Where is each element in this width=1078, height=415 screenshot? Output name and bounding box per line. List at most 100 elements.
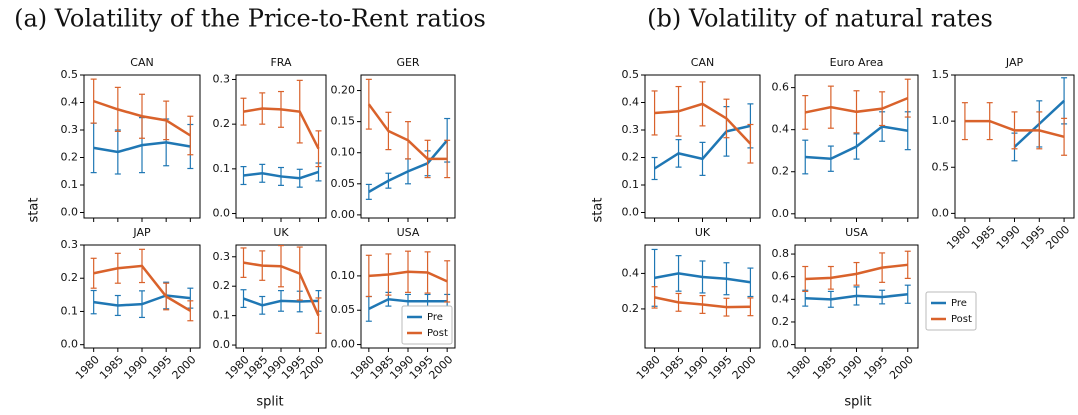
panel-title: JAP — [1005, 56, 1024, 69]
legend-box — [401, 305, 453, 345]
y-tick-label: 0.1 — [622, 178, 640, 191]
y-tick-label: 0.0 — [772, 207, 790, 220]
y-tick-label: 1.0 — [932, 114, 950, 127]
panel-title: GER — [396, 56, 419, 69]
x-tick-label: 1995 — [861, 353, 890, 382]
y-axis-label: stat — [27, 198, 42, 223]
x-axis-label: split — [256, 395, 283, 410]
series-line — [243, 107, 320, 150]
y-tick-label: 0.6 — [772, 81, 790, 94]
y-tick-label: 0.05 — [331, 303, 356, 316]
legend-label: Pre — [427, 312, 443, 323]
y-tick-label: 0.5 — [61, 68, 79, 81]
x-tick-label: 1995 — [706, 353, 735, 382]
x-tick-label: 1985 — [658, 353, 687, 382]
y-tick-label: 0.0 — [932, 206, 950, 219]
series-line — [367, 103, 448, 161]
panel-title: USA — [845, 226, 868, 239]
y-tick-label: 0.2 — [622, 151, 640, 164]
y-tick-label: 0.4 — [622, 266, 640, 279]
x-tick-label: 1980 — [785, 353, 814, 382]
y-tick-label: 0.4 — [772, 292, 790, 305]
panel-title: UK — [695, 226, 711, 239]
x-tick-label: 2000 — [887, 353, 916, 382]
x-tick-label: 1990 — [994, 223, 1023, 252]
y-tick-label: 0.0 — [622, 206, 640, 219]
y-tick-label: 1.5 — [932, 68, 950, 81]
legend-box — [925, 291, 977, 331]
series-line — [368, 270, 448, 283]
x-tick-label: 1990 — [121, 353, 150, 382]
y-tick-label: 0.3 — [213, 250, 231, 263]
series-line — [243, 261, 320, 317]
figure-title: (b) Volatility of natural rates — [647, 5, 993, 33]
x-tick-label: 1995 — [1019, 223, 1048, 252]
series-line — [368, 139, 449, 193]
figure-title: (a) Volatility of the Price-to-Rent rati… — [14, 5, 486, 33]
x-tick-label: 2000 — [1043, 223, 1072, 252]
x-tick-label: 1990 — [836, 353, 865, 382]
y-tick-label: 0.8 — [772, 247, 790, 260]
y-tick-label: 0.0 — [61, 206, 79, 219]
y-axis-label: stat — [591, 198, 606, 223]
panel-title: CAN — [130, 56, 153, 69]
panel-title: CAN — [691, 56, 714, 69]
x-tick-label: 1980 — [944, 223, 973, 252]
y-tick-label: 0.00 — [331, 338, 356, 351]
x-tick-label: 1985 — [97, 353, 126, 382]
error-bar — [802, 95, 809, 130]
y-tick-label: 0.3 — [213, 72, 231, 85]
series-line — [805, 263, 908, 281]
panel-title: Euro Area — [830, 56, 884, 69]
x-tick-label: 1980 — [73, 353, 102, 382]
panel-title: FRA — [270, 56, 292, 69]
y-tick-label: 0.2 — [772, 165, 790, 178]
y-tick-label: 0.3 — [61, 123, 79, 136]
y-tick-label: 0.2 — [61, 271, 79, 284]
y-tick-label: 0.4 — [772, 123, 790, 136]
x-tick-label: 2000 — [730, 353, 759, 382]
y-tick-label: 0.2 — [61, 151, 79, 164]
y-tick-label: 0.0 — [213, 338, 231, 351]
series-line — [93, 264, 191, 312]
y-tick-label: 0.0 — [772, 338, 790, 351]
series-line — [93, 99, 191, 137]
series-line — [243, 170, 319, 180]
x-axis-label: split — [844, 395, 871, 410]
series-line — [654, 102, 752, 145]
series-line — [368, 297, 448, 310]
y-tick-label: 0.1 — [61, 178, 79, 191]
x-tick-label: 2000 — [170, 353, 199, 382]
y-tick-label: 0.0 — [213, 207, 231, 220]
panel-title: JAP — [132, 226, 151, 239]
legend-label: Post — [951, 314, 972, 325]
y-tick-label: 0.2 — [213, 279, 231, 292]
y-tick-label: 0.4 — [61, 96, 79, 109]
series-line — [654, 296, 751, 309]
y-tick-label: 0.6 — [772, 270, 790, 283]
panel-title: UK — [273, 226, 289, 239]
panel-title: USA — [397, 226, 420, 239]
series-line — [93, 141, 191, 154]
y-tick-label: 0.3 — [61, 238, 79, 251]
y-tick-label: 0.1 — [61, 304, 79, 317]
y-tick-label: 0.0 — [61, 338, 79, 351]
x-tick-label: 1990 — [682, 353, 711, 382]
y-tick-label: 0.10 — [331, 146, 356, 159]
y-tick-label: 0.3 — [622, 123, 640, 136]
y-tick-label: 0.10 — [331, 269, 356, 282]
y-tick-label: 0.4 — [622, 96, 640, 109]
y-tick-label: 0.5 — [622, 68, 640, 81]
series-line — [653, 124, 751, 170]
y-tick-label: 0.5 — [932, 160, 950, 173]
y-tick-label: 0.15 — [331, 115, 356, 128]
legend-label: Post — [427, 328, 448, 339]
y-tick-label: 0.20 — [331, 84, 356, 97]
series-line — [805, 292, 908, 301]
y-tick-label: 0.1 — [213, 162, 231, 175]
x-tick-label: 1995 — [145, 353, 174, 382]
x-tick-label: 1985 — [810, 353, 839, 382]
series-line — [243, 297, 319, 307]
y-tick-label: 0.2 — [622, 302, 640, 315]
